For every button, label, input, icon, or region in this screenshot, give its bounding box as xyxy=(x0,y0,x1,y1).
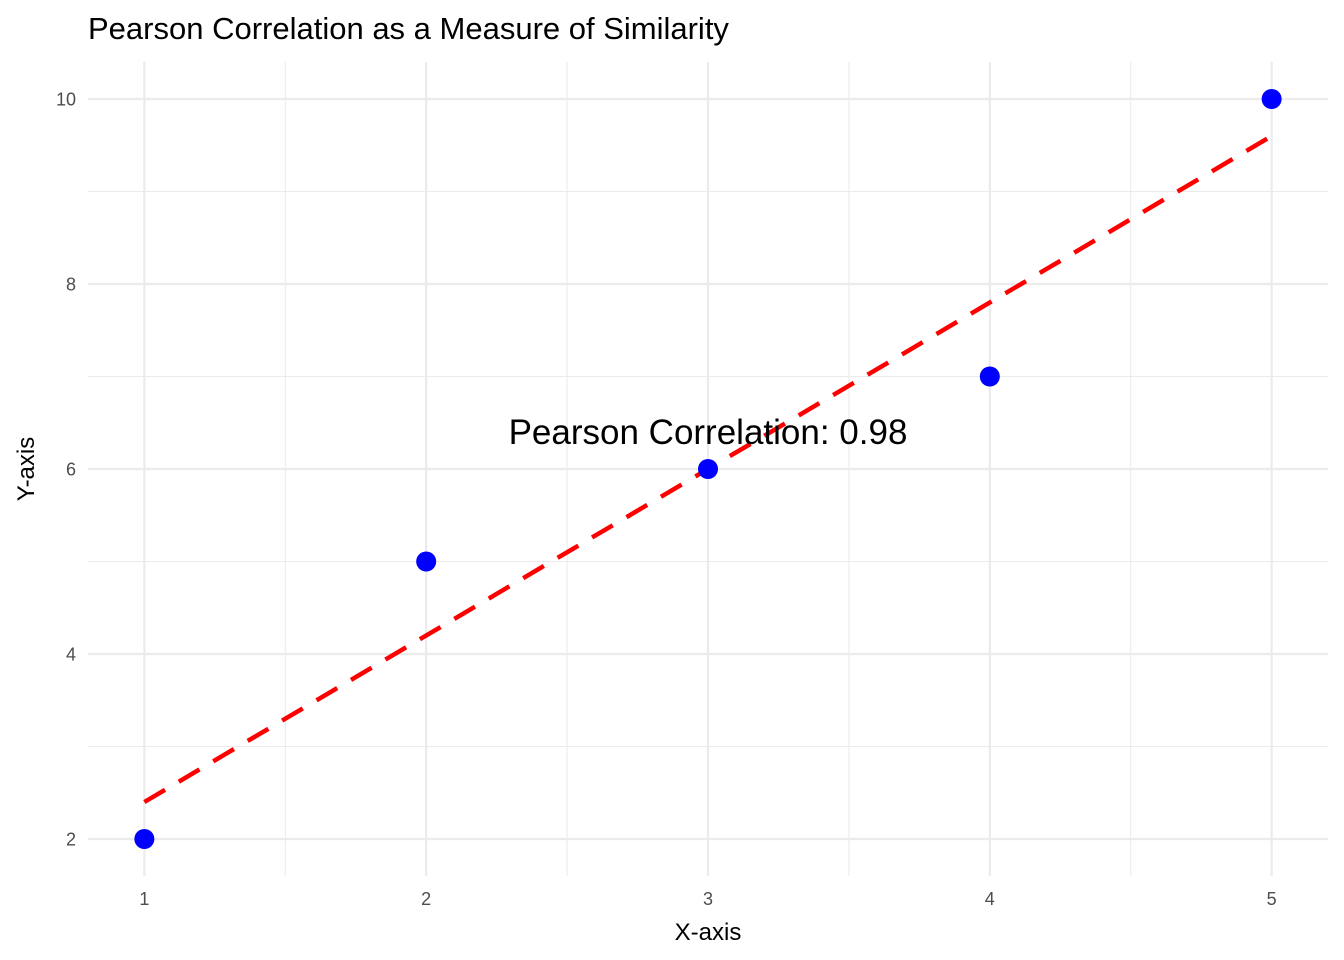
data-point xyxy=(698,459,718,479)
y-tick-label: 10 xyxy=(56,90,76,110)
x-tick-labels: 1 2 3 4 5 xyxy=(139,889,1276,909)
x-axis-title: X-axis xyxy=(675,919,742,946)
chart-title: Pearson Correlation as a Measure of Simi… xyxy=(88,11,729,46)
correlation-annotation: Pearson Correlation: 0.98 xyxy=(509,413,908,452)
data-points xyxy=(134,89,1282,849)
data-point xyxy=(1261,89,1282,109)
x-tick-label: 3 xyxy=(703,889,713,909)
y-tick-labels: 2 4 6 8 10 xyxy=(56,90,76,850)
y-tick-label: 4 xyxy=(66,645,76,665)
data-point xyxy=(134,829,155,849)
x-tick-label: 1 xyxy=(139,889,149,909)
data-point xyxy=(416,551,437,572)
annotations: Pearson Correlation: 0.98 xyxy=(509,413,908,452)
x-tick-label: 4 xyxy=(985,889,995,909)
y-tick-label: 2 xyxy=(66,830,76,850)
data-point xyxy=(979,366,1000,387)
y-tick-label: 6 xyxy=(66,460,76,480)
x-tick-label: 2 xyxy=(421,889,431,909)
y-axis-title: Y-axis xyxy=(13,437,40,501)
x-tick-label: 5 xyxy=(1267,889,1277,909)
y-tick-label: 8 xyxy=(66,275,76,295)
